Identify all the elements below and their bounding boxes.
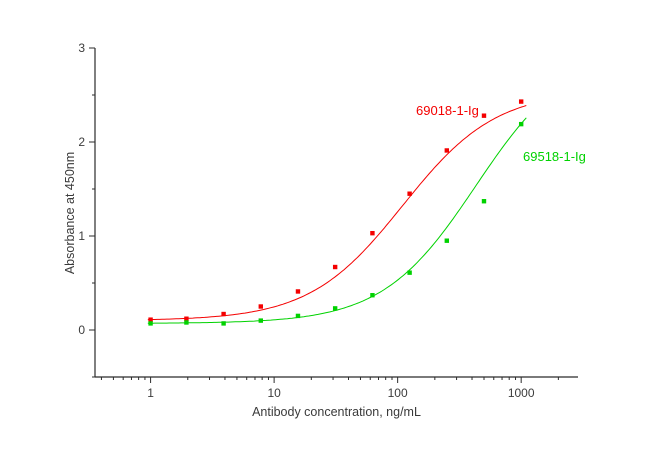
data-point-69018-1-Ig: [184, 316, 189, 321]
series-label-69518-1-Ig: 69518-1-Ig: [523, 149, 586, 164]
data-point-69518-1-Ig: [221, 321, 226, 326]
data-point-69518-1-Ig: [370, 293, 375, 298]
data-point-69018-1-Ig: [221, 311, 226, 317]
data-point-69518-1-Ig: [332, 306, 338, 311]
data-point-69018-1-Ig: [332, 264, 338, 270]
data-point-69518-1-Ig: [444, 238, 450, 243]
fit-curve-69518-1-Ig: [147, 117, 527, 324]
data-point-69018-1-Ig: [518, 99, 524, 104]
y-axis-title: Absorbance at 450nm: [63, 151, 77, 275]
data-point-69018-1-Ig: [295, 289, 301, 294]
data-point-69018-1-Ig: [481, 113, 487, 118]
data-point-69518-1-Ig: [258, 318, 263, 323]
y-tick-label: 0: [78, 323, 85, 337]
fit-curve-69018-1-Ig: [147, 105, 527, 321]
y-tick-label: 3: [78, 41, 85, 55]
y-tick-label: 2: [78, 135, 85, 149]
data-point-69018-1-Ig: [370, 230, 375, 236]
data-point-69018-1-Ig: [148, 317, 153, 322]
x-tick-label: 10: [267, 386, 281, 400]
data-point-69518-1-Ig: [481, 199, 487, 204]
x-tick-label: 1: [147, 386, 154, 400]
data-point-69018-1-Ig: [407, 191, 412, 196]
data-point-69518-1-Ig: [518, 121, 524, 127]
x-tick-label: 100: [388, 386, 408, 400]
y-tick-label: 1: [78, 229, 85, 243]
series-label-69018-1-Ig: 69018-1-Ig: [416, 103, 479, 118]
x-tick-label: 1000: [508, 386, 535, 400]
data-point-69018-1-Ig: [258, 304, 263, 309]
x-axis-title: Antibody concentration, ng/mL: [252, 405, 421, 419]
data-point-69518-1-Ig: [407, 270, 412, 275]
data-point-69518-1-Ig: [295, 313, 301, 319]
data-point-69018-1-Ig: [444, 148, 450, 153]
data-point-69518-1-Ig: [184, 320, 189, 325]
data-point-69518-1-Ig: [148, 321, 153, 326]
